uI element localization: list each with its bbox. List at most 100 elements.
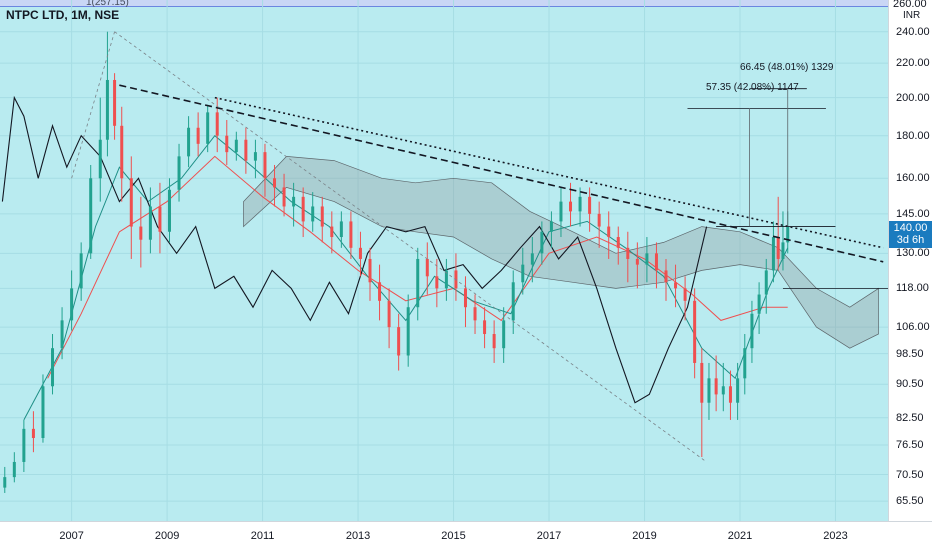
time-tick-label: 2019 bbox=[632, 530, 657, 542]
candle-body bbox=[187, 127, 191, 157]
time-tick-label: 2023 bbox=[823, 530, 848, 542]
price-tick-label: 160.00 bbox=[896, 172, 930, 185]
ichimoku-cloud bbox=[243, 156, 879, 349]
candle-body bbox=[41, 386, 45, 439]
candle-body bbox=[177, 156, 181, 190]
candle-body bbox=[12, 461, 16, 478]
candle-body bbox=[120, 125, 124, 179]
candle-body bbox=[683, 288, 687, 301]
candle-body bbox=[521, 264, 525, 283]
candle-body bbox=[358, 247, 362, 259]
candle-body bbox=[158, 206, 162, 232]
candle-body bbox=[148, 206, 152, 240]
fib-line-down bbox=[114, 31, 707, 463]
candle-body bbox=[51, 348, 55, 387]
candle-body bbox=[196, 127, 200, 144]
candle-body bbox=[273, 178, 277, 188]
candle-body bbox=[416, 258, 420, 308]
candle-body bbox=[425, 258, 429, 277]
measure-annotation-lower[interactable]: 57.35 (42.08%) 1147 bbox=[706, 82, 799, 93]
candle-body bbox=[540, 231, 544, 254]
candle-body bbox=[626, 247, 630, 259]
price-tick-label: 200.00 bbox=[896, 91, 930, 104]
candle-body bbox=[492, 334, 496, 349]
currency-unit: INR bbox=[903, 10, 921, 21]
price-axis[interactable] bbox=[888, 0, 932, 521]
candle-body bbox=[3, 477, 7, 488]
price-tick-label: 70.50 bbox=[896, 468, 924, 481]
candle-body bbox=[674, 282, 678, 289]
price-tick-label: 76.50 bbox=[896, 439, 924, 452]
candle-body bbox=[349, 221, 353, 248]
candle-body bbox=[70, 288, 74, 321]
candle-body bbox=[645, 253, 649, 265]
candle-body bbox=[444, 270, 448, 289]
candle-body bbox=[215, 112, 219, 136]
candle-body bbox=[253, 152, 257, 161]
price-tick-label: 65.50 bbox=[896, 495, 924, 508]
conversion-line bbox=[23, 134, 789, 421]
time-tick-label: 2021 bbox=[727, 530, 753, 542]
candle-body bbox=[721, 386, 725, 395]
candle-body bbox=[786, 226, 790, 243]
candle-body bbox=[771, 237, 775, 271]
candle-body bbox=[22, 428, 26, 462]
candle-body bbox=[263, 152, 267, 179]
candle-body bbox=[225, 135, 229, 153]
time-tick-label: 2007 bbox=[59, 530, 84, 542]
candle-body bbox=[79, 253, 83, 289]
candle-body bbox=[781, 242, 785, 259]
price-tick-label: 180.00 bbox=[896, 129, 930, 142]
candle-body bbox=[406, 307, 410, 356]
candle-body bbox=[502, 320, 506, 349]
candle-body bbox=[654, 253, 658, 271]
candle-body bbox=[597, 213, 601, 227]
candle-body bbox=[301, 196, 305, 222]
candle-body bbox=[549, 221, 553, 232]
candle-body bbox=[292, 196, 296, 207]
candle-body bbox=[167, 189, 171, 232]
measure-annotation-upper[interactable]: 66.45 (48.01%) 1329 bbox=[740, 62, 834, 73]
candle-body bbox=[757, 294, 761, 314]
time-tick-label: 2015 bbox=[441, 530, 466, 542]
fib-line-up bbox=[71, 31, 115, 179]
candle-body bbox=[511, 282, 515, 321]
candle-body bbox=[743, 348, 747, 379]
candle-body bbox=[378, 282, 382, 301]
candle-body bbox=[129, 178, 133, 227]
price-tick-label: 82.50 bbox=[896, 411, 924, 424]
time-tick-label: 2017 bbox=[536, 530, 562, 542]
candle-body bbox=[139, 226, 143, 240]
price-tick-label: 106.00 bbox=[896, 321, 930, 334]
candle-body bbox=[60, 320, 64, 349]
symbol-legend[interactable]: NTPC LTD, 1M, NSE bbox=[6, 8, 120, 22]
price-tick-label: 118.00 bbox=[896, 282, 929, 295]
fib-top-band bbox=[0, 0, 888, 7]
last-price-tag: 140.00 3d 6h bbox=[889, 221, 932, 248]
candle-body bbox=[530, 253, 534, 265]
price-tick-label: 145.00 bbox=[896, 207, 930, 220]
price-tick-label: 90.50 bbox=[896, 378, 924, 391]
fib-top-label: 1(257.15) bbox=[86, 0, 129, 8]
candle-body bbox=[234, 139, 238, 153]
time-axis[interactable] bbox=[0, 521, 932, 551]
candle-body bbox=[311, 206, 315, 222]
candle-body bbox=[607, 226, 611, 238]
candle-body bbox=[31, 428, 35, 439]
time-tick-label: 2009 bbox=[154, 530, 180, 542]
candle-body bbox=[397, 327, 401, 356]
candle-body bbox=[559, 201, 563, 222]
price-tick-label: 240.00 bbox=[896, 25, 930, 38]
candle-body bbox=[693, 300, 697, 363]
candle-body bbox=[728, 386, 732, 403]
last-price-value: 140.00 bbox=[893, 222, 928, 234]
candle-body bbox=[368, 258, 372, 283]
time-tick-label: 2013 bbox=[345, 530, 371, 542]
candle-body bbox=[435, 276, 439, 289]
candle-body bbox=[113, 79, 117, 126]
candle-body bbox=[764, 270, 768, 295]
price-tick-label: 98.50 bbox=[896, 347, 924, 360]
candle-body bbox=[244, 139, 248, 161]
trendline-dashed bbox=[119, 84, 884, 263]
